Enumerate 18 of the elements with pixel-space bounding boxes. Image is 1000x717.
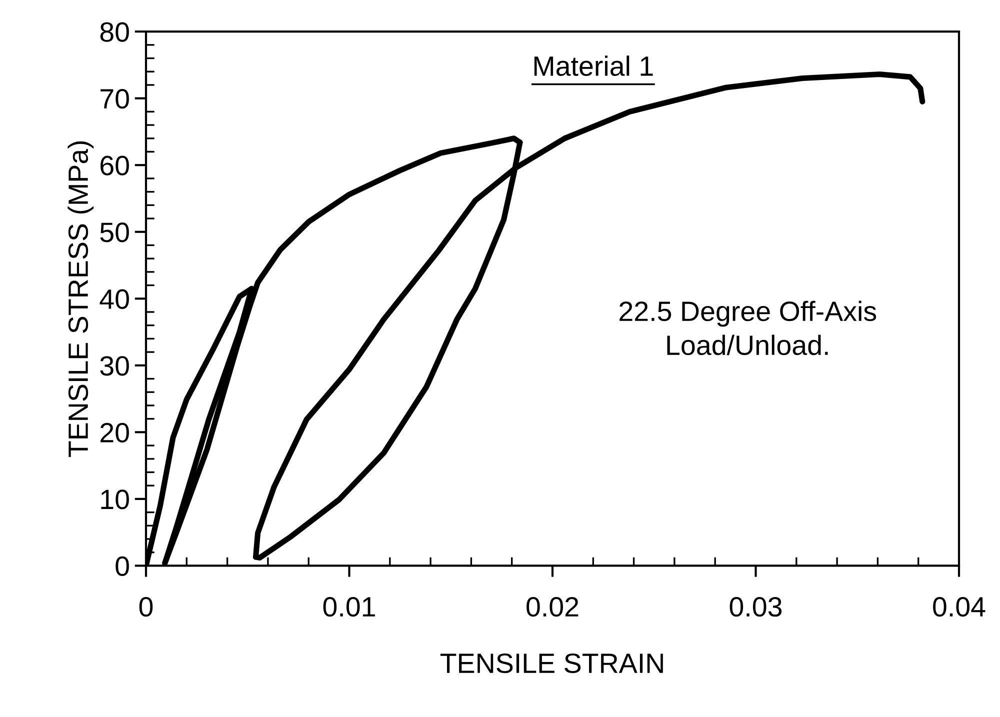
x-axis-title: TENSILE STRAIN [440,653,663,674]
x-tick-label: 0 [139,597,153,617]
y-tick-label: 80 [100,22,129,42]
y-tick-label: 60 [100,156,129,176]
annotation: 22.5 Degree Off-Axis Load/Unload. [620,300,876,356]
x-tick-label: 0.01 [323,597,375,617]
x-tick-label: 0.02 [526,597,578,617]
x-tick-label: 0.04 [933,597,986,617]
y-tick-label: 40 [100,289,129,309]
x-tick-label: 0.03 [730,597,782,617]
y-tick-label: 30 [100,356,129,376]
y-axis-title: TENSILE STRESS (MPa) [68,141,94,457]
y-tick-label: 70 [100,88,129,109]
y-tick-label: 50 [100,222,129,242]
y-tick-label: 20 [100,422,129,443]
y-tick-label: 10 [101,490,129,510]
y-tick-label: 0 [116,556,129,576]
annotation: Material 1 [534,56,653,76]
